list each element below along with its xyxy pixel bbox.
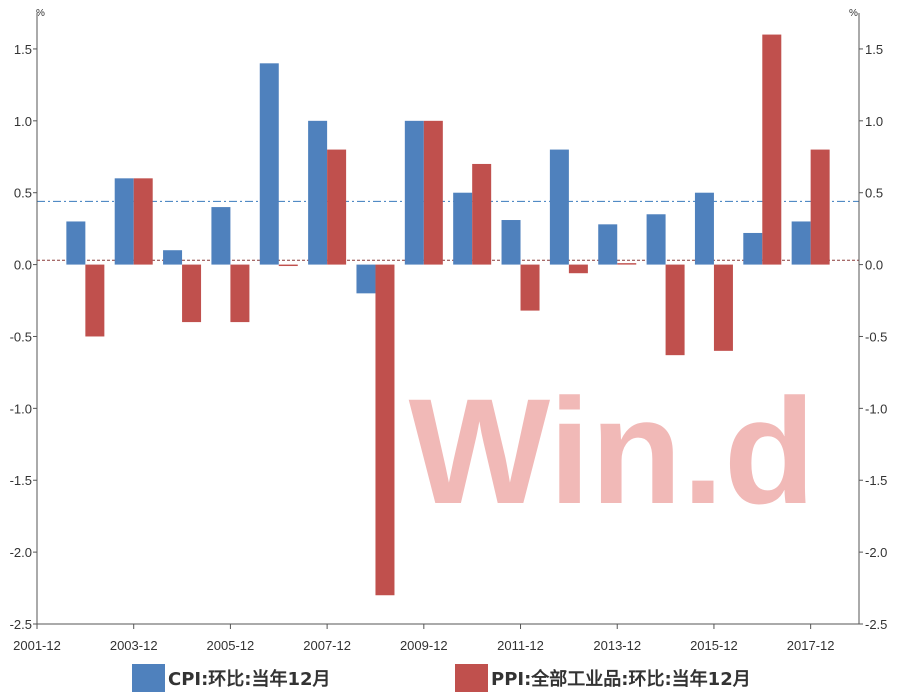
cpi-bar-2008-12 <box>356 264 376 294</box>
ppi-bar-2015-12 <box>713 264 733 351</box>
ppi-bar-2010-12 <box>472 163 492 265</box>
x-tick-label: 2005-12 <box>207 638 255 653</box>
cpi-bar-2004-12 <box>163 250 183 265</box>
ppi-bar-2011-12 <box>520 264 540 311</box>
cpi-bar-2002-12 <box>66 221 86 265</box>
ppi-bar-2012-12 <box>568 264 588 274</box>
y-tick-label-right: -1.0 <box>865 401 887 416</box>
cpi-bar-2006-12 <box>259 63 279 265</box>
y-tick-label-left: -0.5 <box>10 329 32 344</box>
y-tick-label-right: 1.5 <box>865 42 883 57</box>
x-tick-label: 2009-12 <box>400 638 448 653</box>
x-tick-label: 2007-12 <box>303 638 351 653</box>
ppi-bar-2003-12 <box>133 178 153 265</box>
x-tick-label: 2011-12 <box>497 638 544 653</box>
cpi-bar-2017-12 <box>791 221 811 265</box>
right-unit-label: % <box>849 8 858 19</box>
x-tick-label: 2017-12 <box>787 638 835 653</box>
legend-swatch-cpi <box>132 664 165 692</box>
ppi-bar-2006-12 <box>278 264 298 267</box>
y-tick-label-left: -2.0 <box>10 545 32 560</box>
legend-swatch-ppi <box>455 664 488 692</box>
cpi-bar-2009-12 <box>404 120 424 265</box>
legend-label-cpi: CPI:环比:当年12月 <box>168 669 331 690</box>
ppi-bar-2004-12 <box>182 264 202 323</box>
y-tick-label-right: 0.5 <box>865 186 883 201</box>
x-tick-label: 2003-12 <box>110 638 158 653</box>
y-tick-label-right: 1.0 <box>865 114 883 129</box>
cpi-bar-2011-12 <box>501 220 521 265</box>
ppi-bar-2013-12 <box>617 263 637 265</box>
ppi-bar-2016-12 <box>762 34 782 265</box>
cpi-bar-2014-12 <box>646 214 666 265</box>
y-tick-label-left: -1.5 <box>10 473 32 488</box>
legend-item-ppi: PPI:全部工业品:环比:当年12月 <box>455 664 751 692</box>
x-tick-label: 2001-12 <box>13 638 61 653</box>
y-tick-label-left: 1.0 <box>14 114 32 129</box>
y-tick-label-right: 0.0 <box>865 258 883 273</box>
legend-label-ppi: PPI:全部工业品:环比:当年12月 <box>491 669 751 690</box>
cpi-bar-2010-12 <box>453 192 473 265</box>
legend: CPI:环比:当年12月 PPI:全部工业品:环比:当年12月 <box>0 662 907 695</box>
cpi-bar-2007-12 <box>308 120 328 265</box>
y-tick-label-left: 0.0 <box>14 258 32 273</box>
x-tick-label: 2015-12 <box>690 638 738 653</box>
cpi-bar-2005-12 <box>211 207 231 265</box>
y-tick-label-left: 1.5 <box>14 42 32 57</box>
y-tick-label-right: -1.5 <box>865 473 887 488</box>
ppi-bar-2008-12 <box>375 264 395 596</box>
watermark: Win.d <box>409 367 816 535</box>
cpi-bar-2016-12 <box>743 232 763 265</box>
ppi-bar-2007-12 <box>327 149 347 265</box>
y-tick-label-right: -0.5 <box>865 329 887 344</box>
ppi-bar-2005-12 <box>230 264 250 323</box>
cpi-bar-2012-12 <box>549 149 569 265</box>
x-tick-label: 2013-12 <box>593 638 641 653</box>
y-tick-label-left: -1.0 <box>10 401 32 416</box>
ppi-bar-2017-12 <box>810 149 830 265</box>
cpi-bar-2013-12 <box>598 224 618 265</box>
y-tick-label-right: -2.5 <box>865 617 887 632</box>
cpi-bar-2015-12 <box>694 192 714 265</box>
ppi-bar-2002-12 <box>85 264 105 337</box>
ppi-bar-2009-12 <box>423 120 443 265</box>
cpi-bar-2003-12 <box>114 178 134 265</box>
y-tick-label-left: -2.5 <box>10 617 32 632</box>
y-tick-label-left: 0.5 <box>14 186 32 201</box>
legend-item-cpi: CPI:环比:当年12月 <box>132 664 331 692</box>
left-unit-label: % <box>36 8 45 19</box>
y-tick-label-right: -2.0 <box>865 545 887 560</box>
ppi-bar-2014-12 <box>665 264 685 356</box>
